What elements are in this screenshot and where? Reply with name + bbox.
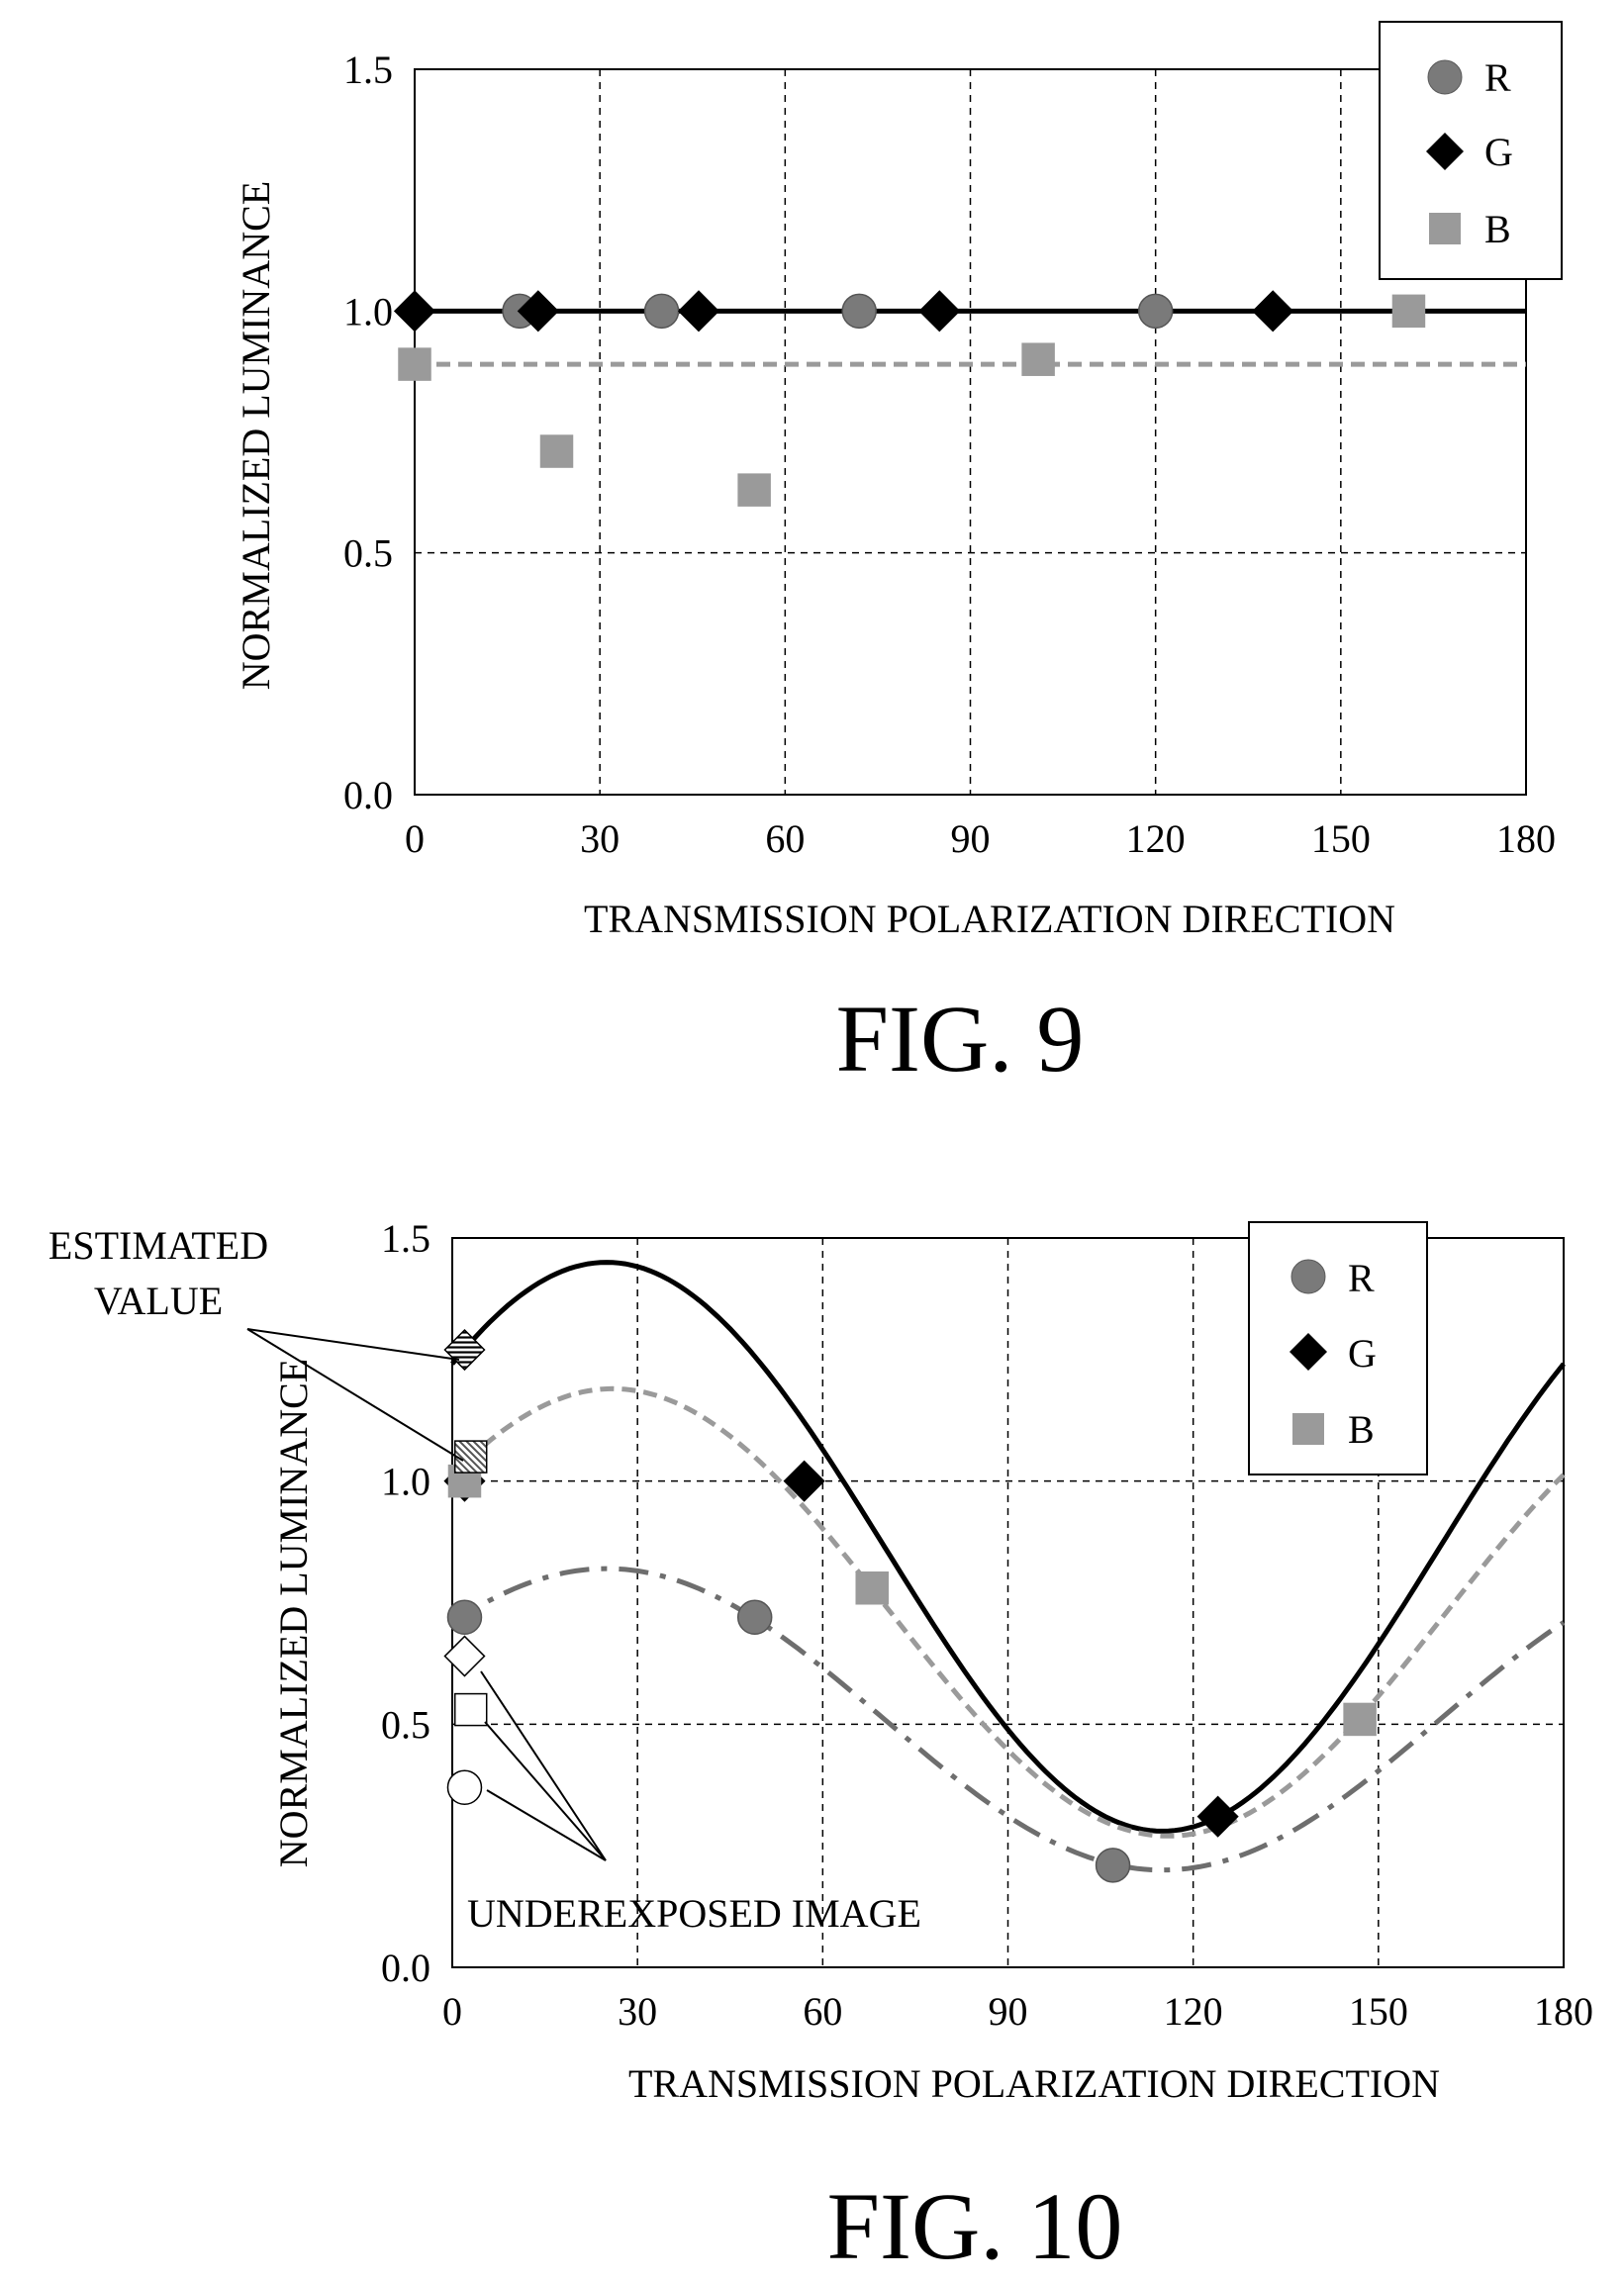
fig9-chart: 0.0 0.5 1.0 1.5 0 30 60 90 120 150 180 NORMALIZED… [234,21,1563,1092]
fig9-point-b [398,347,431,381]
fig10-chart: 0.0 0.5 1.0 1.5 0 30 60 90 120 150 180 R G B ESTI… [48,1216,1593,2279]
fig9-x-tick-label: 120 [1126,816,1186,861]
fig10-estimated-label-line1: ESTIMATED [48,1223,268,1268]
fig9-legend: R G B [1379,21,1563,280]
fig9-legend-r-marker [1427,59,1463,95]
fig10-legend-r-label: R [1348,1256,1375,1300]
fig10-estimated-leader-2 [246,1328,464,1462]
fig10-x-tick-label: 90 [989,1989,1028,2034]
fig10-data-points [443,1328,1377,1883]
fig10-legend-box [1248,1221,1428,1475]
fig9-y-tick-labels: 0.0 0.5 1.0 1.5 [343,48,393,817]
fig10-x-tick-label: 30 [618,1989,657,2034]
fig9-y-tick-label: 1.0 [343,289,393,333]
fig10-legend-b-label: B [1348,1407,1375,1452]
fig10-y-tick-label: 1.5 [381,1216,430,1261]
fig10-gridlines [452,1238,1564,1967]
fig9-point-g [918,290,961,333]
fig10-fit-curve-g [450,1260,1566,1834]
fig10-point-r [446,1599,483,1635]
fig9-x-tick-label: 30 [580,816,620,861]
fig10-legend-r-marker [1290,1259,1326,1294]
fig10-underexposed-leader-3 [486,1789,607,1861]
fig10-y-tick-labels: 0.0 0.5 1.0 1.5 [381,1216,430,1990]
fig9-point-b [539,434,574,468]
fig10-plot-frame [451,1237,1565,1968]
fig9-point-b [737,473,771,507]
fig10-legend-g-marker [1290,1333,1327,1371]
fig9-x-tick-label: 90 [951,816,991,861]
fig10-estimated-label-line2: VALUE [94,1279,223,1323]
fig10-x-tick-labels: 0 30 60 90 120 150 180 [442,1989,1593,2034]
fig10-y-tick-label: 0.5 [381,1702,430,1747]
fig9-point-g [677,290,720,333]
fig10-y-tick-label: 0.0 [381,1946,430,1990]
fig9-x-tick-labels: 0 30 60 90 120 150 180 [405,816,1556,861]
fig10-estimated-point-square [453,1440,488,1474]
fig9-point-r [1137,293,1174,330]
fig10-x-tick-label: 180 [1534,1989,1593,2034]
fig10-underexposed-point-circle [446,1769,483,1805]
fig9-x-tick-label: 60 [765,816,805,861]
fig10-underexposed-leader-2 [484,1721,607,1861]
fig9-x-tick-label: 150 [1311,816,1371,861]
fig10-point-g [783,1460,825,1502]
fig9-gridlines [415,69,1526,795]
fig9-point-g [517,290,559,333]
fig10-point-b [855,1571,889,1605]
fig10-estimated-annotation: ESTIMATED VALUE [48,1223,464,1462]
fig9-fit-lines [415,308,1526,367]
fig9-legend-g-label: G [1484,130,1513,174]
fig9-y-axis-label: NORMALIZED LUMINANCE [234,181,278,690]
fig10-x-tick-label: 150 [1349,1989,1408,2034]
fig10-figure-label: FIG. 10 [827,2173,1123,2279]
fig10-estimated-leader-1 [246,1328,460,1361]
fig10-point-r [736,1599,773,1635]
fig10-y-tick-label: 1.0 [381,1460,430,1504]
fig10-underexposed-leader-1 [480,1670,607,1861]
fig9-x-tick-label: 180 [1496,816,1556,861]
fig9-y-tick-label: 0.0 [343,773,393,817]
fig9-legend-b-label: B [1484,207,1511,251]
fig9-point-b [1021,342,1055,376]
fig10-y-axis-label: NORMALIZED LUMINANCE [271,1359,316,1867]
fig9-data-points [393,290,1426,507]
fig9-legend-box [1379,21,1563,280]
fig10-x-tick-label: 0 [442,1989,462,2034]
fig10-x-axis-label: TRANSMISSION POLARIZATION DIRECTION [628,2061,1440,2106]
fig10-underexposed-label: UNDEREXPOSED IMAGE [467,1891,921,1936]
fig10-fit-curve-r [450,1566,1566,1873]
fig10-point-r [1095,1848,1131,1883]
fig10-legend-g-label: G [1348,1331,1377,1376]
fig9-legend-r-label: R [1484,55,1511,100]
fig9-legend-b-marker [1429,213,1461,244]
fig10-x-tick-label: 60 [803,1989,842,2034]
fig9-plot-frame [414,68,1527,796]
fig10-fit-curves [450,1260,1566,1873]
fig9-y-tick-label: 1.5 [343,48,393,92]
fig10-x-tick-label: 120 [1164,1989,1223,2034]
fig9-x-tick-label: 0 [405,816,425,861]
fig10-underexposed-point-square [453,1692,488,1727]
fig10-underexposed-point-diamond [443,1635,486,1677]
fig10-legend-b-marker [1292,1413,1324,1445]
fig9-point-g [1252,290,1294,333]
fig9-point-r [643,293,680,330]
fig9-point-r [841,293,877,330]
fig9-figure-label: FIG. 9 [836,986,1085,1092]
fig10-fit-curve-b [450,1385,1566,1839]
fig9-point-b [1391,294,1426,329]
fig10-underexposed-annotation: UNDEREXPOSED IMAGE [467,1670,921,1936]
fig9-legend-g-marker [1426,133,1464,170]
fig10-point-g [1196,1795,1239,1838]
fig10-point-b [1343,1702,1377,1737]
fig9-y-tick-label: 0.5 [343,531,393,576]
fig10-legend: R G B [1248,1221,1428,1475]
fig9-point-g [393,290,436,333]
fig10-estimated-point-diamond [443,1328,486,1372]
fig9-x-axis-label: TRANSMISSION POLARIZATION DIRECTION [584,897,1395,941]
